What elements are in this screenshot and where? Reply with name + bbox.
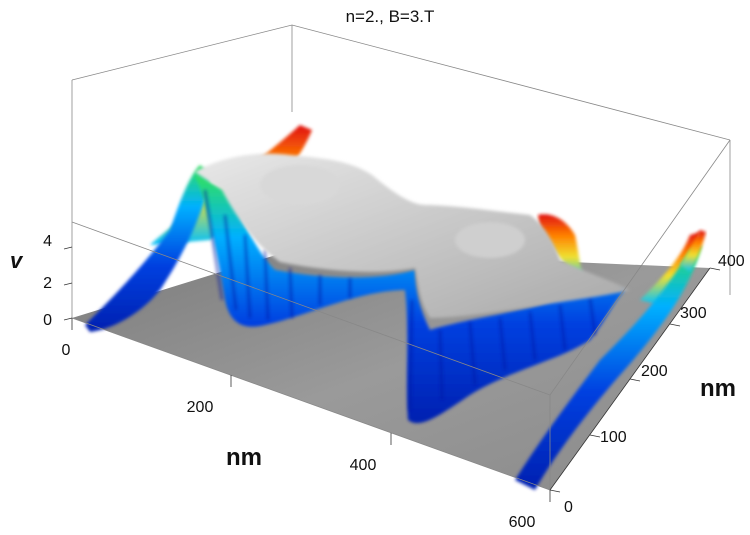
x-tick-0: 0 bbox=[62, 342, 71, 359]
x-tick-3: 600 bbox=[509, 514, 536, 531]
right-ridge-top bbox=[680, 230, 706, 272]
bounding-box-back bbox=[71, 24, 731, 295]
back-right-ridge bbox=[640, 232, 700, 305]
plateau-bump-left bbox=[260, 165, 340, 205]
y-tick-0: 0 bbox=[564, 499, 573, 516]
y-tick-1: 100 bbox=[600, 429, 627, 446]
x-axis bbox=[71, 318, 551, 502]
z-axis bbox=[63, 246, 73, 321]
y-tick-3: 300 bbox=[680, 305, 707, 322]
x-axis-label: nm bbox=[226, 444, 262, 471]
y-tick-4: 400 bbox=[718, 253, 745, 270]
z-axis-label: v bbox=[10, 248, 24, 273]
y-tick-2: 200 bbox=[641, 363, 668, 380]
left-ridge bbox=[85, 165, 212, 332]
y-axis bbox=[549, 267, 721, 493]
z-tick-1: 2 bbox=[43, 275, 52, 292]
right-ridge bbox=[515, 245, 702, 490]
x-tick-1: 200 bbox=[187, 399, 214, 416]
plateau-walls bbox=[195, 175, 625, 424]
y-axis-label: nm bbox=[700, 375, 736, 402]
wall-stripes bbox=[203, 189, 597, 411]
bounding-box-front bbox=[71, 139, 731, 491]
chart-title: n=2., B=3.T bbox=[346, 7, 435, 26]
x-tick-2: 400 bbox=[350, 457, 377, 474]
z-tick-2: 4 bbox=[43, 233, 52, 250]
z-tick-0: 0 bbox=[43, 312, 52, 329]
plateau-bump-right bbox=[455, 222, 525, 258]
